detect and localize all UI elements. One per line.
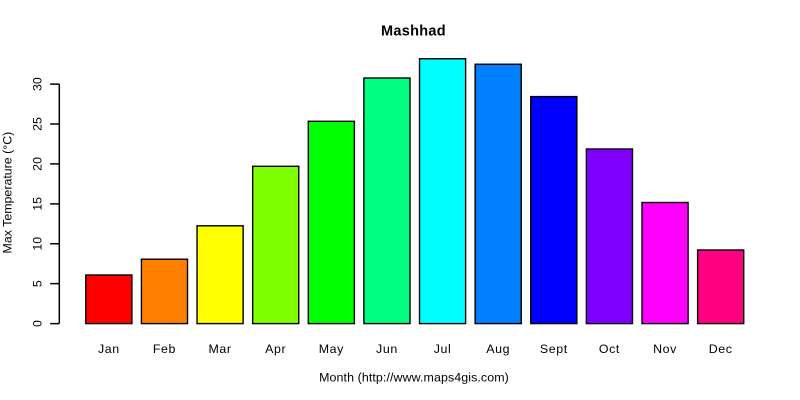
svg-text:Mashhad: Mashhad [381,24,446,40]
svg-text:20: 20 [30,157,44,171]
svg-text:Feb: Feb [153,342,176,356]
svg-text:0: 0 [30,320,44,327]
svg-text:15: 15 [30,197,44,211]
svg-text:Dec: Dec [709,342,733,356]
svg-text:Nov: Nov [653,342,677,356]
svg-text:10: 10 [30,237,44,251]
svg-text:Jul: Jul [434,342,452,356]
svg-text:Jun: Jun [376,342,398,356]
svg-text:Month (http://www.maps4gis.com: Month (http://www.maps4gis.com) [319,370,509,384]
svg-text:5: 5 [30,280,44,287]
svg-text:May: May [319,342,344,356]
svg-text:Max Temperature (°C): Max Temperature (°C) [1,132,15,254]
svg-text:25: 25 [30,117,44,131]
svg-text:Oct: Oct [599,342,620,356]
svg-text:Sept: Sept [540,342,568,356]
svg-text:Apr: Apr [265,342,286,356]
svg-text:Jan: Jan [98,342,120,356]
svg-text:30: 30 [30,77,44,91]
svg-text:Mar: Mar [209,342,232,356]
svg-text:Aug: Aug [486,342,510,356]
